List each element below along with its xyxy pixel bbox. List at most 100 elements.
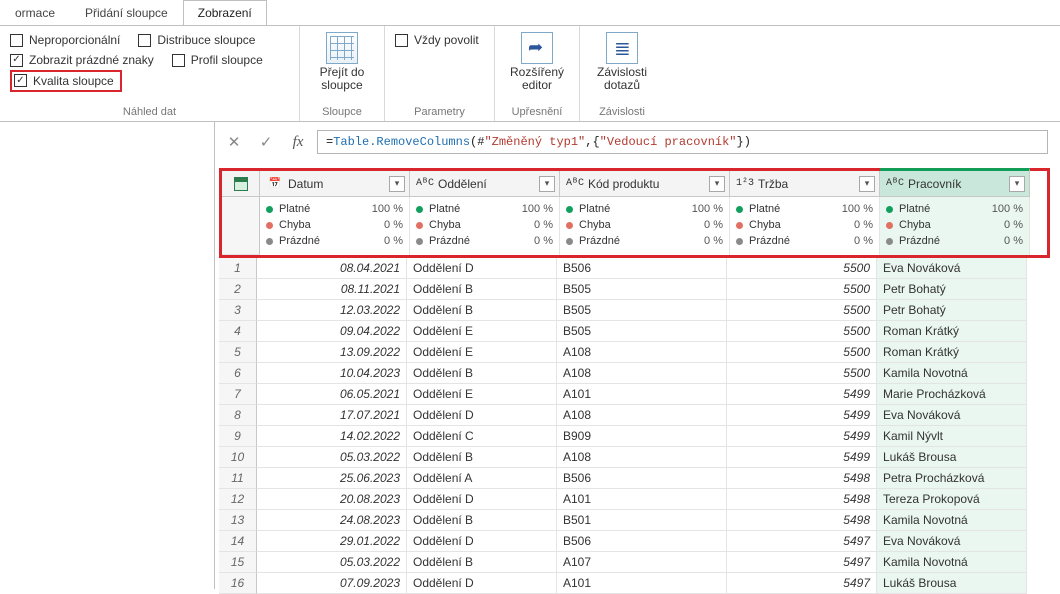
cell-oddeleni[interactable]: Oddělení C [407,426,557,447]
cell-pracovnik[interactable]: Eva Nováková [877,405,1027,426]
cell-kod[interactable]: B505 [557,300,727,321]
cell-kod[interactable]: A101 [557,384,727,405]
chk-distribuce-sloupce[interactable]: Distribuce sloupce [138,30,255,50]
cell-trzba[interactable]: 5500 [727,258,877,279]
cell-trzba[interactable]: 5499 [727,384,877,405]
table-row[interactable]: 1324.08.2023Oddělení BB5015498Kamila Nov… [219,510,1050,531]
table-row[interactable]: 1505.03.2022Oddělení BA1075497Kamila Nov… [219,552,1050,573]
chk-zobrazit-prazdne[interactable]: Zobrazit prázdné znaky [10,50,154,70]
cell-pracovnik[interactable]: Petr Bohatý [877,300,1027,321]
cell-oddeleni[interactable]: Oddělení D [407,531,557,552]
cell-trzba[interactable]: 5497 [727,552,877,573]
filter-dropdown[interactable]: ▾ [389,176,405,192]
cell-pracovnik[interactable]: Kamila Novotná [877,363,1027,384]
tab-pridani-sloupce[interactable]: Přidání sloupce [70,0,183,25]
table-row[interactable]: 409.04.2022Oddělení EB5055500Roman Krátk… [219,321,1050,342]
cell-kod[interactable]: B505 [557,279,727,300]
table-row[interactable]: 513.09.2022Oddělení EA1085500Roman Krátk… [219,342,1050,363]
tab-zobrazeni[interactable]: Zobrazení [183,0,267,25]
btn-rozsireny-editor[interactable]: Rozšířenýeditor [505,30,569,94]
formula-commit[interactable]: ✓ [253,131,279,153]
table-row[interactable]: 817.07.2021Oddělení DA1085499Eva Novákov… [219,405,1050,426]
filter-dropdown[interactable]: ▾ [859,176,875,192]
cell-trzba[interactable]: 5499 [727,405,877,426]
cell-oddeleni[interactable]: Oddělení B [407,279,557,300]
table-row[interactable]: 1220.08.2023Oddělení DA1015498Tereza Pro… [219,489,1050,510]
cell-oddeleni[interactable]: Oddělení D [407,573,557,594]
cell-datum[interactable]: 17.07.2021 [257,405,407,426]
cell-trzba[interactable]: 5498 [727,510,877,531]
table-row[interactable]: 108.04.2021Oddělení DB5065500Eva Novákov… [219,258,1050,279]
table-row[interactable]: 1429.01.2022Oddělení DB5065497Eva Nováko… [219,531,1050,552]
cell-datum[interactable]: 05.03.2022 [257,552,407,573]
cell-pracovnik[interactable]: Kamila Novotná [877,552,1027,573]
table-row[interactable]: 1607.09.2023Oddělení DA1015497Lukáš Brou… [219,573,1050,594]
col-pracovnik[interactable]: AᴮCPracovník ▾ [880,168,1030,197]
cell-pracovnik[interactable]: Kamila Novotná [877,510,1027,531]
cell-oddeleni[interactable]: Oddělení D [407,258,557,279]
cell-oddeleni[interactable]: Oddělení B [407,552,557,573]
table-row[interactable]: 1005.03.2022Oddělení BA1085499Lukáš Brou… [219,447,1050,468]
cell-datum[interactable]: 08.04.2021 [257,258,407,279]
cell-datum[interactable]: 05.03.2022 [257,447,407,468]
col-trzba[interactable]: 1²3Tržba ▾ [730,171,880,197]
cell-trzba[interactable]: 5497 [727,531,877,552]
cell-pracovnik[interactable]: Roman Krátký [877,321,1027,342]
cell-datum[interactable]: 08.11.2021 [257,279,407,300]
btn-prejit-do-sloupce[interactable]: Přejít dosloupce [310,30,374,94]
cell-pracovnik[interactable]: Lukáš Brousa [877,573,1027,594]
chk-kvalita-sloupce[interactable]: Kvalita sloupce [10,70,122,92]
cell-oddeleni[interactable]: Oddělení D [407,405,557,426]
cell-datum[interactable]: 10.04.2023 [257,363,407,384]
cell-kod[interactable]: A108 [557,342,727,363]
cell-trzba[interactable]: 5500 [727,342,877,363]
cell-kod[interactable]: B909 [557,426,727,447]
cell-trzba[interactable]: 5497 [727,573,877,594]
cell-trzba[interactable]: 5498 [727,468,877,489]
cell-pracovnik[interactable]: Kamil Nývlt [877,426,1027,447]
col-datum[interactable]: 📅Datum ▾ [260,171,410,197]
cell-datum[interactable]: 20.08.2023 [257,489,407,510]
table-row[interactable]: 706.05.2021Oddělení EA1015499Marie Proch… [219,384,1050,405]
cell-datum[interactable]: 12.03.2022 [257,300,407,321]
cell-trzba[interactable]: 5500 [727,300,877,321]
cell-kod[interactable]: B501 [557,510,727,531]
cell-trzba[interactable]: 5499 [727,447,877,468]
cell-oddeleni[interactable]: Oddělení B [407,447,557,468]
cell-datum[interactable]: 07.09.2023 [257,573,407,594]
cell-oddeleni[interactable]: Oddělení D [407,489,557,510]
cell-oddeleni[interactable]: Oddělení A [407,468,557,489]
col-oddeleni[interactable]: AᴮCOddělení ▾ [410,171,560,197]
cell-kod[interactable]: A101 [557,573,727,594]
cell-kod[interactable]: B505 [557,321,727,342]
cell-pracovnik[interactable]: Marie Procházková [877,384,1027,405]
cell-oddeleni[interactable]: Oddělení B [407,363,557,384]
cell-trzba[interactable]: 5500 [727,321,877,342]
formula-fx[interactable]: fx [285,131,311,153]
cell-trzba[interactable]: 5499 [727,426,877,447]
cell-trzba[interactable]: 5498 [727,489,877,510]
cell-datum[interactable]: 25.06.2023 [257,468,407,489]
chk-profil-sloupce[interactable]: Profil sloupce [172,50,263,70]
cell-kod[interactable]: A101 [557,489,727,510]
cell-trzba[interactable]: 5500 [727,279,877,300]
cell-pracovnik[interactable]: Eva Nováková [877,531,1027,552]
cell-pracovnik[interactable]: Lukáš Brousa [877,447,1027,468]
cell-kod[interactable]: B506 [557,531,727,552]
cell-kod[interactable]: B506 [557,468,727,489]
cell-kod[interactable]: A108 [557,363,727,384]
cell-oddeleni[interactable]: Oddělení B [407,510,557,531]
filter-dropdown[interactable]: ▾ [709,176,725,192]
chk-neproporcionalni[interactable]: Neproporcionální [10,30,120,50]
cell-pracovnik[interactable]: Tereza Prokopová [877,489,1027,510]
cell-oddeleni[interactable]: Oddělení E [407,342,557,363]
cell-oddeleni[interactable]: Oddělení E [407,321,557,342]
cell-datum[interactable]: 06.05.2021 [257,384,407,405]
cell-oddeleni[interactable]: Oddělení E [407,384,557,405]
cell-trzba[interactable]: 5500 [727,363,877,384]
cell-oddeleni[interactable]: Oddělení B [407,300,557,321]
cell-kod[interactable]: A107 [557,552,727,573]
cell-pracovnik[interactable]: Petra Procházková [877,468,1027,489]
cell-pracovnik[interactable]: Roman Krátký [877,342,1027,363]
cell-pracovnik[interactable]: Petr Bohatý [877,279,1027,300]
